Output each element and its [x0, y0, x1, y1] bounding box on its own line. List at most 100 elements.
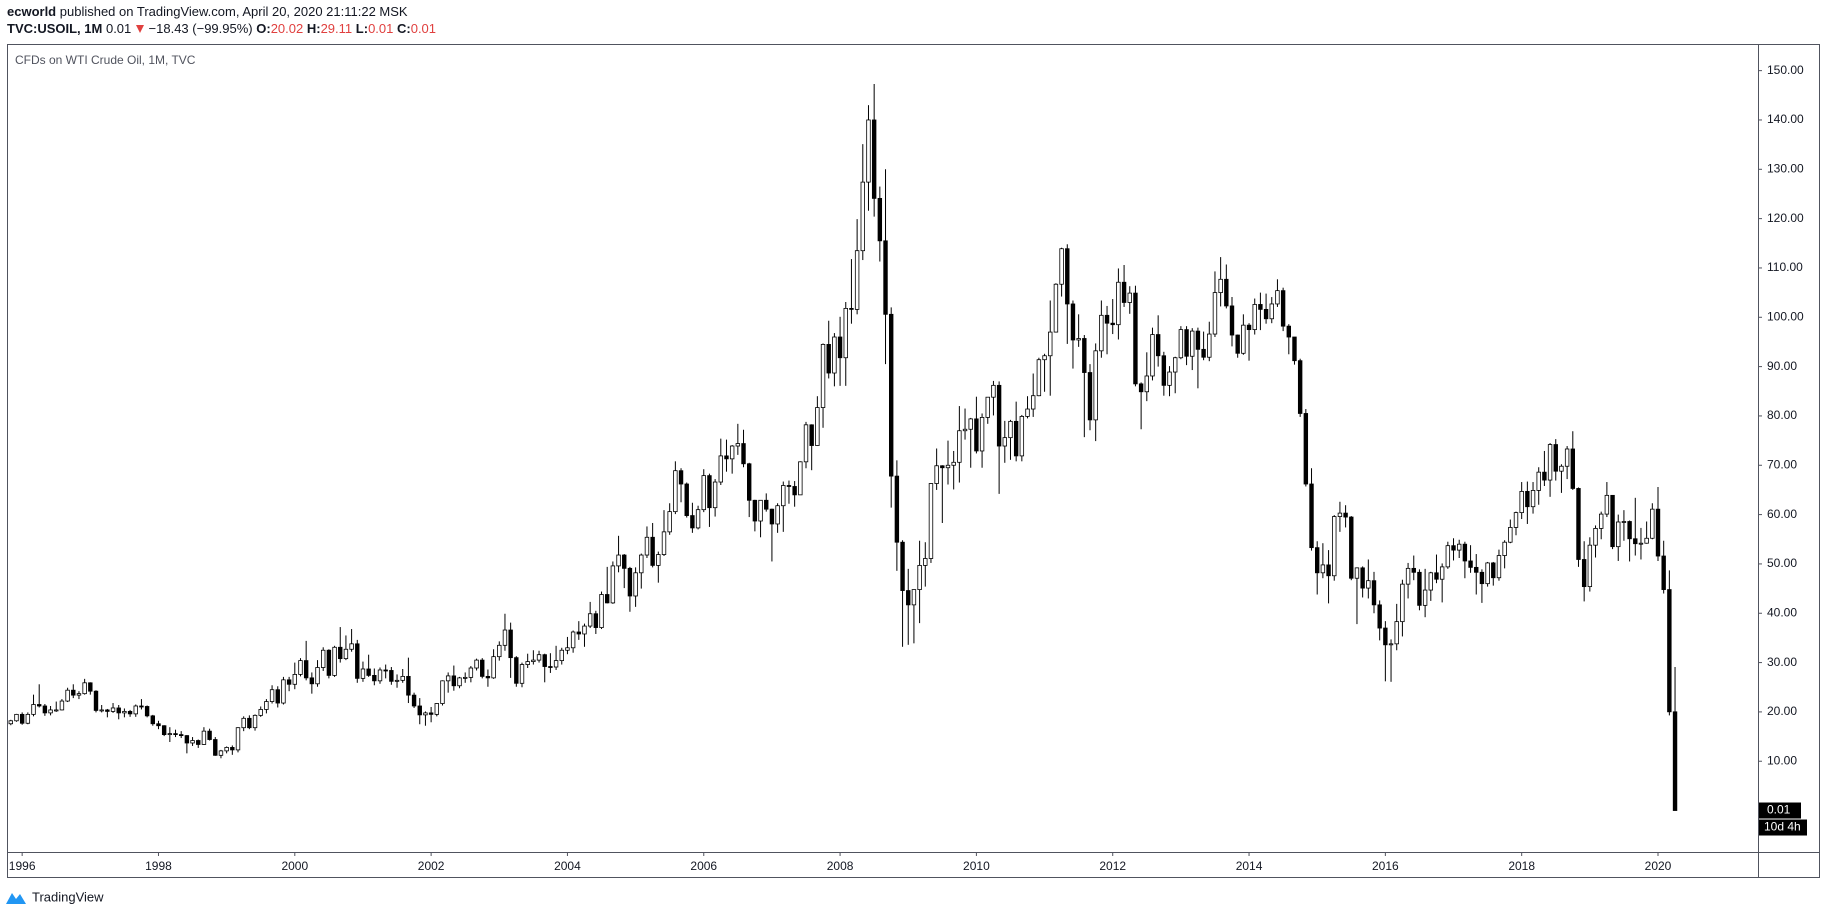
candle-body — [474, 659, 479, 669]
candle-body — [156, 723, 161, 727]
candle-body — [1627, 521, 1632, 540]
candle-body — [1076, 338, 1081, 341]
y-tick-label: 10.00 — [1767, 753, 1797, 767]
candle-body — [360, 668, 366, 679]
candle-body — [1127, 292, 1132, 303]
candle-body — [1008, 420, 1013, 439]
candle-body — [1479, 571, 1485, 585]
candle-body — [536, 654, 542, 661]
candle-body — [1173, 357, 1178, 373]
candle-body — [1650, 508, 1655, 539]
candle-body — [951, 461, 956, 466]
candle-body — [213, 739, 218, 756]
candle-body — [1110, 322, 1115, 326]
x-tick-label: 2000 — [281, 859, 308, 873]
candle-body — [843, 308, 848, 359]
candle-body — [1468, 560, 1473, 568]
candle-body — [883, 240, 888, 315]
candle-body — [349, 643, 354, 650]
candle-body — [1383, 627, 1388, 646]
candle-body — [1405, 567, 1411, 585]
candle-body — [803, 424, 809, 463]
candle-body — [758, 499, 763, 522]
candle-body — [1031, 395, 1036, 410]
symbol-line: TVC:USOIL, 1M 0.01 −18.43 (−99.95%) O:20… — [7, 20, 436, 37]
x-tick-label: 2014 — [1236, 859, 1263, 873]
candle-body — [1559, 465, 1564, 472]
y-tick-label: 120.00 — [1767, 211, 1804, 225]
candle-body — [593, 613, 599, 628]
candle-body — [1502, 541, 1507, 556]
candle-body — [1508, 527, 1513, 543]
candle-body — [1144, 375, 1149, 393]
candle-body — [735, 443, 741, 447]
candle-body — [1332, 516, 1337, 577]
candle-body — [241, 717, 246, 729]
candle-body — [866, 119, 871, 183]
candle-body — [1297, 360, 1303, 414]
candle-body — [661, 531, 667, 555]
candle-body — [423, 712, 428, 716]
candle-body — [1474, 566, 1479, 573]
candle-body — [445, 675, 451, 682]
candle-body — [1422, 589, 1428, 606]
candle-body — [184, 735, 190, 744]
footer-brand: TradingView — [32, 889, 104, 904]
candle-body — [548, 666, 553, 668]
candle-body — [531, 659, 536, 662]
candle-body — [1616, 521, 1621, 548]
candle-body — [1411, 567, 1416, 573]
candle-body — [1286, 325, 1291, 338]
candle-body — [1212, 292, 1218, 335]
candle-body — [116, 707, 121, 714]
candle-body — [911, 589, 917, 606]
candle-body — [1366, 580, 1371, 589]
x-tick-label: 2018 — [1508, 859, 1535, 873]
candle-body — [127, 711, 133, 715]
candle-body — [1593, 528, 1598, 546]
candle-body — [860, 181, 865, 252]
candle-body — [565, 647, 570, 651]
candle-body — [315, 667, 320, 685]
candle-body — [1633, 538, 1638, 545]
x-tick-label: 2006 — [690, 859, 717, 873]
candle-body — [1053, 283, 1059, 333]
candle-body — [48, 709, 53, 714]
candle-body — [93, 690, 99, 711]
candle-body — [900, 541, 905, 591]
candle-body — [1536, 471, 1541, 491]
candle-body — [201, 730, 207, 745]
candle-body — [1116, 281, 1121, 326]
candle-body — [1434, 572, 1439, 580]
candle-body — [332, 646, 337, 676]
candle-body — [1036, 359, 1042, 397]
candle-body — [837, 336, 843, 359]
candle-body — [1570, 448, 1575, 489]
open-label: O: — [256, 21, 271, 36]
author: ecworld — [7, 4, 57, 19]
candle-body — [247, 717, 252, 729]
candle-body — [1303, 413, 1309, 485]
candle-body — [269, 689, 275, 702]
candle-body — [1042, 355, 1047, 361]
candle-body — [105, 709, 110, 712]
candle-body — [230, 747, 235, 751]
candle-body — [178, 734, 184, 736]
candle-body — [88, 682, 93, 692]
y-tick-label: 140.00 — [1767, 112, 1804, 126]
y-tick-label: 100.00 — [1767, 309, 1804, 323]
x-tick-label: 2012 — [1099, 859, 1126, 873]
candle-body — [650, 536, 655, 566]
symbol: TVC:USOIL, 1M — [7, 21, 103, 36]
candle-body — [502, 629, 508, 646]
candle-body — [383, 669, 388, 672]
candle-body — [968, 418, 973, 430]
candle-body — [894, 475, 900, 543]
open-value: 20.02 — [270, 21, 304, 36]
candle-body — [428, 712, 434, 715]
candle-body — [1218, 278, 1223, 294]
candle-body — [622, 554, 627, 569]
candle-body — [798, 461, 803, 496]
